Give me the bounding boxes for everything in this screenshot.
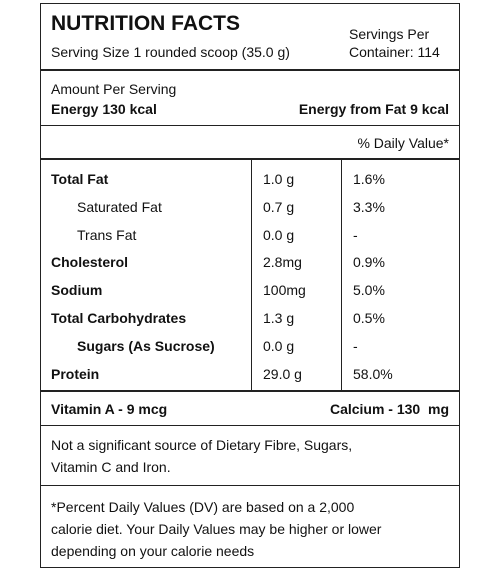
footnote-line: calorie diet. Your Daily Values may be h… xyxy=(51,521,382,537)
amount-per-serving: Amount Per Serving xyxy=(51,81,177,97)
calcium: Calcium - 130 mg xyxy=(329,401,449,417)
nutrient-daily-value: 0.5% xyxy=(353,310,385,326)
nutrient-amount: 0.0 g xyxy=(263,226,295,243)
nutrient-name: Saturated Fat xyxy=(77,198,162,215)
nutrient-name: Cholesterol xyxy=(51,254,129,271)
nutrient-name: Trans Fat xyxy=(77,226,137,243)
nutrient-name: Sodium xyxy=(51,282,103,299)
nutrient-daily-value: 3.3% xyxy=(353,198,385,215)
nutrient-amount: 0.7 g xyxy=(263,198,295,215)
note-line: Vitamin C and Iron. xyxy=(51,459,171,475)
nutrient-amount: 0.0 g xyxy=(263,337,295,354)
rule xyxy=(41,125,459,126)
column-rule xyxy=(251,159,252,391)
rule xyxy=(41,158,459,160)
daily-value-header: % Daily Value* xyxy=(357,135,449,151)
footnote-line: depending on your calorie needs xyxy=(51,543,255,559)
nutrient-name: Total Carbohydrates xyxy=(51,310,187,326)
nutrient-daily-value: 5.0% xyxy=(353,282,385,299)
nutrient-daily-value: - xyxy=(353,226,358,243)
nutrient-amount: 1.3 g xyxy=(263,310,295,326)
nutrient-amount: 1.0 g xyxy=(263,171,295,187)
rule xyxy=(41,69,459,71)
footnote-line: *Percent Daily Values (DV) are based on … xyxy=(51,499,355,515)
energy-from-fat: Energy from Fat 9 kcal xyxy=(298,101,449,117)
note-line: Not a significant source of Dietary Fibr… xyxy=(51,437,353,453)
servings-per: Container: 114 xyxy=(349,44,440,60)
vitamin-a: Vitamin A - 9 mcg xyxy=(51,401,168,417)
nutrient-amount: 29.0 g xyxy=(263,365,302,382)
rule xyxy=(41,390,459,392)
nutrient-amount: 2.8mg xyxy=(263,254,302,271)
rule xyxy=(41,425,459,426)
nutrient-daily-value: 0.9% xyxy=(353,254,385,271)
title: NUTRITION FACTS xyxy=(51,12,240,35)
nutrient-name: Total Fat xyxy=(51,171,109,187)
column-rule xyxy=(341,159,342,391)
nutrient-amount: 100mg xyxy=(263,282,306,299)
nutrient-name: Protein xyxy=(51,365,100,382)
serving-size: Serving Size 1 rounded scoop (35.0 g) xyxy=(51,44,290,60)
servings-per: Servings Per xyxy=(349,26,430,42)
nutrient-daily-value: 1.6% xyxy=(353,171,385,187)
nutrient-daily-value: - xyxy=(353,337,358,354)
nutrient-daily-value: 58.0% xyxy=(353,365,393,382)
rule xyxy=(41,485,459,486)
nutrient-name: Sugars (As Sucrose) xyxy=(77,337,215,354)
nutrition-label: NUTRITION FACTS Serving Size 1 rounded s… xyxy=(40,3,460,568)
energy: Energy 130 kcal xyxy=(51,101,157,117)
